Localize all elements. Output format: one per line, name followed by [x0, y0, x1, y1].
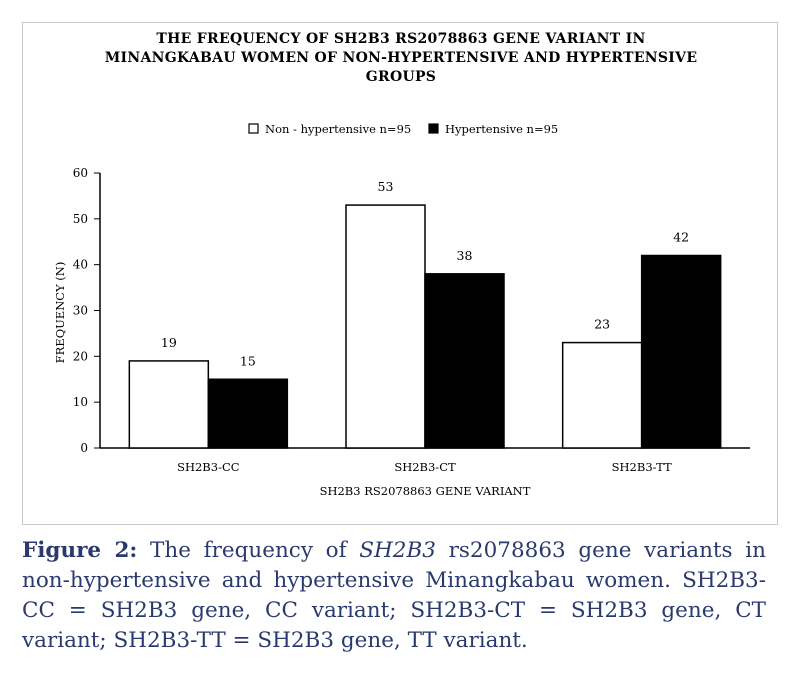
data-label: 19: [161, 335, 177, 350]
y-tick-label: 60: [73, 166, 88, 180]
bar-sh2b3-tt-series-2: [640, 254, 722, 449]
y-tick-label: 10: [73, 395, 88, 409]
y-tick-label: 40: [73, 258, 88, 272]
data-label: 15: [240, 353, 256, 368]
data-label: 23: [594, 317, 610, 332]
chart-title-line-1: THE FREQUENCY OF SH2B3 RS2078863 GENE VA…: [156, 31, 646, 47]
chart-title-line-2: MINANGKABAU WOMEN OF NON-HYPERTENSIVE AN…: [104, 50, 698, 66]
chart-title: THE FREQUENCY OF SH2B3 RS2078863 GENE VA…: [0, 30, 802, 87]
data-label: 53: [378, 179, 394, 194]
y-tick-label: 0: [80, 441, 88, 455]
caption-text-end: rs2078863 gene variants in non-hypertens…: [22, 538, 767, 653]
bar-sh2b3-cc-series-2: [207, 378, 289, 449]
x-tick-label: SH2B3-CT: [394, 460, 456, 474]
legend-swatch-2: [428, 123, 439, 134]
legend-label-2: Hypertensive n=95: [445, 122, 558, 136]
x-axis-label: SH2B3 RS2078863 GENE VARIANT: [320, 484, 531, 498]
y-tick-label: 20: [73, 349, 88, 363]
y-axis-label: FREQUENCY (N): [53, 262, 67, 364]
figure-caption: Figure 2: The frequency of SH2B3 rs20788…: [22, 536, 766, 656]
caption-text-start: The frequency of: [137, 538, 360, 563]
bar-sh2b3-tt-series-1: [561, 341, 643, 449]
y-tick-label: 30: [73, 304, 88, 318]
bar-chart: 0 10 20 30 40 50 60 FREQUENCY (N) 19 15 SH2B3-CC 53…: [53, 122, 750, 498]
data-label: 38: [457, 248, 473, 263]
bar-sh2b3-ct-series-2: [424, 273, 505, 449]
bar-sh2b3-ct-series-1: [345, 204, 426, 449]
caption-gene-name: SH2B3: [359, 538, 436, 563]
x-tick-label: SH2B3-TT: [612, 460, 672, 474]
legend-swatch-1: [248, 123, 259, 134]
chart-title-line-3: GROUPS: [365, 69, 437, 85]
legend-label-1: Non - hypertensive n=95: [265, 122, 411, 136]
bar-sh2b3-cc-series-1: [128, 360, 210, 449]
caption-label: Figure 2:: [22, 538, 138, 563]
data-label: 42: [673, 230, 689, 245]
x-tick-label: SH2B3-CC: [177, 460, 240, 474]
y-tick-label: 50: [73, 212, 88, 226]
